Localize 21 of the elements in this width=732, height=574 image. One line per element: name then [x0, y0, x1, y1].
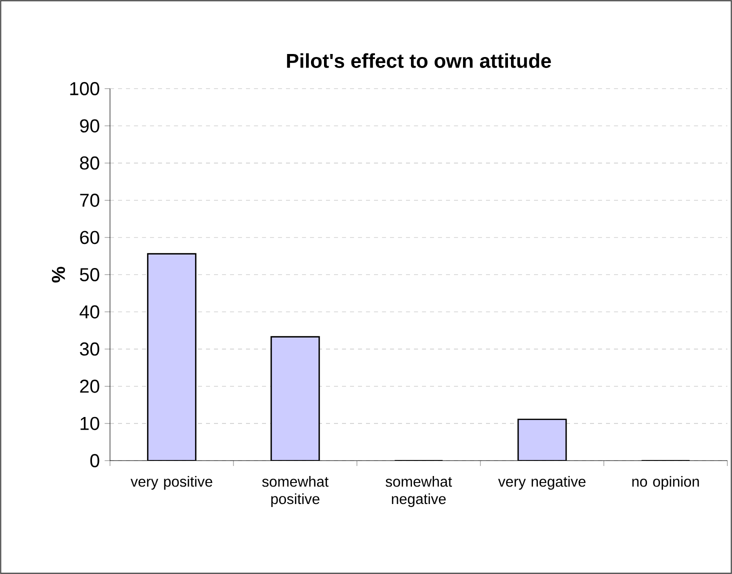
- bar: [147, 253, 196, 461]
- x-tick-label: no opinion: [632, 476, 699, 490]
- y-tick-label: 70: [80, 194, 100, 207]
- y-tick-label: 50: [80, 268, 100, 282]
- bar: [270, 336, 320, 461]
- x-tick-label: somewhat negative: [386, 476, 452, 508]
- x-tick-label: somewhat positive: [262, 476, 329, 508]
- y-tick-label: 90: [80, 119, 100, 132]
- y-tick-label: 100: [70, 82, 100, 96]
- y-tick-label: 30: [80, 342, 100, 356]
- chart-title: Pilot's effect to own attitude: [287, 53, 551, 68]
- y-axis-title: %: [52, 266, 65, 282]
- x-tick-label: very negative: [498, 476, 586, 490]
- x-tick-label: very positive: [130, 476, 212, 490]
- y-tick-label: 60: [80, 230, 100, 244]
- y-tick-label: 20: [80, 380, 100, 393]
- y-tick-label: 40: [80, 305, 100, 318]
- bar: [517, 418, 567, 461]
- y-tick-label: 0: [90, 454, 100, 468]
- y-tick-label: 10: [80, 416, 100, 430]
- y-tick-label: 80: [80, 156, 100, 170]
